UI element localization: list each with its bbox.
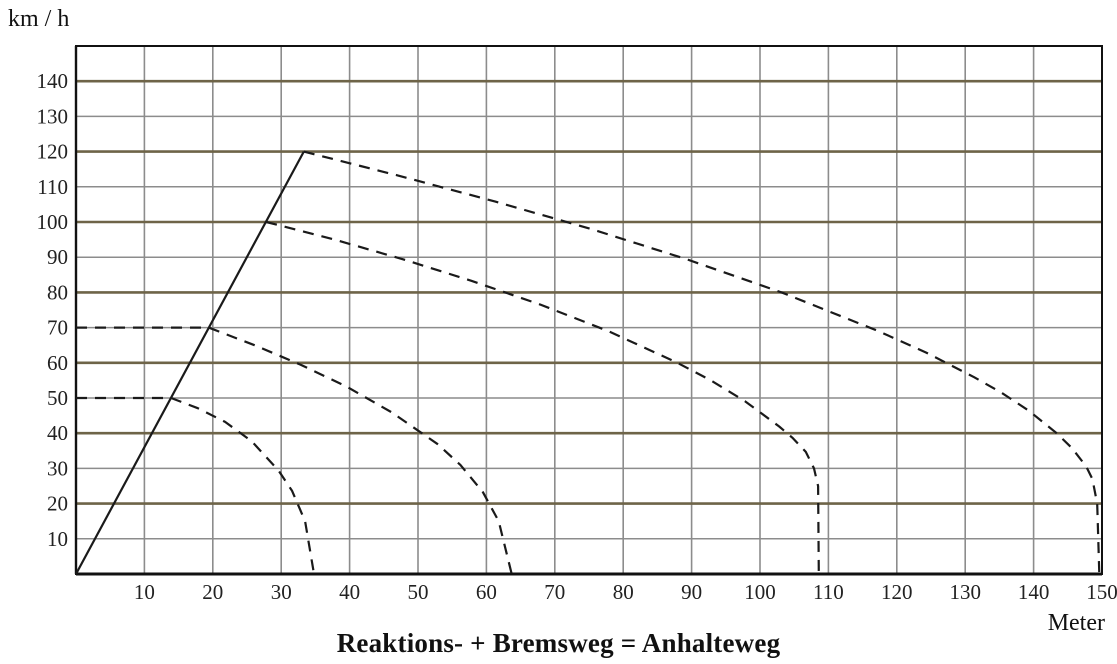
chart-title: Reaktions- + Bremsweg = Anhalteweg	[336, 628, 781, 658]
x-tick-label: 150	[1086, 580, 1117, 604]
x-tick-label: 40	[339, 580, 360, 604]
y-tick-label: 60	[47, 351, 68, 375]
y-tick-label: 90	[47, 245, 68, 269]
x-tick-label: 140	[1018, 580, 1050, 604]
x-tick-label: 120	[881, 580, 913, 604]
x-tick-label: 110	[813, 580, 844, 604]
y-tick-label: 40	[47, 421, 68, 445]
y-tick-label: 100	[37, 210, 69, 234]
y-tick-label: 10	[47, 527, 68, 551]
y-tick-label: 130	[37, 104, 69, 128]
x-tick-label: 80	[613, 580, 634, 604]
braking-curve-1	[76, 396, 316, 575]
y-tick-label: 140	[37, 69, 69, 93]
y-tick-label: 110	[37, 175, 68, 199]
x-tick-label: 70	[544, 580, 565, 604]
plot-frame	[75, 45, 1103, 575]
x-tick-label: 30	[271, 580, 292, 604]
y-tick-label: 20	[47, 492, 68, 516]
reaction-distance-line	[75, 151, 305, 575]
y-tick-label: 50	[47, 386, 68, 410]
y-tick-label: 30	[47, 456, 68, 480]
y-tick-label: 120	[37, 140, 69, 164]
x-tick-label: 10	[134, 580, 155, 604]
x-tick-label: 50	[408, 580, 429, 604]
x-tick-label: 90	[681, 580, 702, 604]
y-axis-label: km / h	[8, 6, 70, 32]
y-tick-label: 70	[47, 316, 68, 340]
x-tick-label: 20	[202, 580, 223, 604]
x-tick-label: 60	[476, 580, 497, 604]
x-tick-label: 130	[949, 580, 981, 604]
x-axis-label: Meter	[1047, 610, 1105, 636]
braking-curve-4	[303, 150, 1101, 575]
y-tick-label: 80	[47, 280, 68, 304]
x-tick-label: 100	[744, 580, 776, 604]
